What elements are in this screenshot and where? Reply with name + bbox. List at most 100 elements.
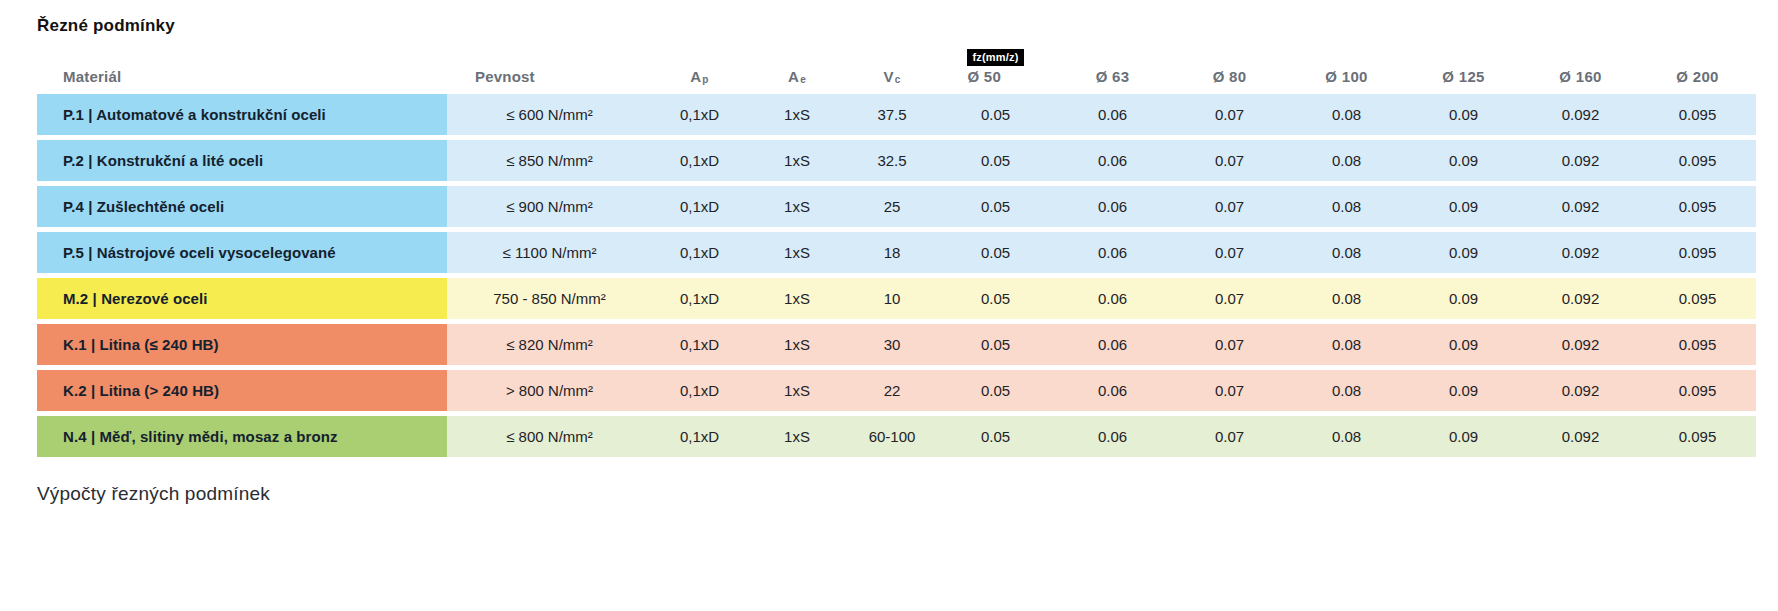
section-heading-calculations: Výpočty řezných podmínek xyxy=(37,483,1778,505)
pevnost-cell: ≤ 1100 N/mm² xyxy=(447,232,652,273)
cutting-conditions-table: Materiál Pevnost Ap Ae Vc fz(mm/z)Ø 50Ø … xyxy=(37,38,1756,457)
vc-cell: 37.5 xyxy=(847,94,937,135)
table-row: M.2 | Nerezové oceli750 - 850 N/mm²0,1xD… xyxy=(37,278,1756,319)
fz-cell: 0.06 xyxy=(1054,186,1171,227)
fz-cell: 0.06 xyxy=(1054,370,1171,411)
fz-cell: 0.05 xyxy=(937,186,1054,227)
material-cell: P.5 | Nástrojové oceli vysocelegované xyxy=(37,232,447,273)
fz-cell: 0.09 xyxy=(1405,416,1522,457)
fz-cell: 0.08 xyxy=(1288,186,1405,227)
col-header-ap: Ap xyxy=(652,68,747,85)
ae-cell: 1xS xyxy=(747,232,847,273)
ae-cell: 1xS xyxy=(747,416,847,457)
vc-cell: 60-100 xyxy=(847,416,937,457)
fz-cell: 0.06 xyxy=(1054,94,1171,135)
fz-cell: 0.092 xyxy=(1522,324,1639,365)
fz-cell: 0.095 xyxy=(1639,416,1756,457)
col-header-material: Materiál xyxy=(37,68,447,85)
fz-cell: 0.09 xyxy=(1405,186,1522,227)
fz-cell: 0.06 xyxy=(1054,278,1171,319)
ap-cell: 0,1xD xyxy=(652,140,747,181)
vc-cell: 10 xyxy=(847,278,937,319)
vc-label: V xyxy=(884,68,894,85)
fz-cell: 0.095 xyxy=(1639,370,1756,411)
col-header-ae: Ae xyxy=(747,68,847,85)
fz-cell: 0.095 xyxy=(1639,140,1756,181)
fz-cell: 0.07 xyxy=(1171,94,1288,135)
material-cell: P.1 | Automatové a konstrukční oceli xyxy=(37,94,447,135)
table-row: N.4 | Měď, slitiny mědi, mosaz a bronz≤ … xyxy=(37,416,1756,457)
table-body: P.1 | Automatové a konstrukční oceli≤ 60… xyxy=(37,94,1756,457)
material-cell: P.2 | Konstrukční a lité oceli xyxy=(37,140,447,181)
table-row: P.5 | Nástrojové oceli vysocelegované≤ 1… xyxy=(37,232,1756,273)
col-header-vc: Vc xyxy=(847,68,937,85)
col-header-diameter: Ø 100 xyxy=(1288,68,1405,85)
fz-cell: 0.05 xyxy=(937,94,1054,135)
col-header-diameter-label: Ø 63 xyxy=(1096,68,1130,85)
col-header-diameter: Ø 160 xyxy=(1522,68,1639,85)
fz-cell: 0.09 xyxy=(1405,278,1522,319)
ap-cell: 0,1xD xyxy=(652,370,747,411)
pevnost-cell: ≤ 600 N/mm² xyxy=(447,94,652,135)
fz-unit-badge: fz(mm/z) xyxy=(967,49,1023,66)
table-row: P.4 | Zušlechtěné oceli≤ 900 N/mm²0,1xD1… xyxy=(37,186,1756,227)
fz-cell: 0.07 xyxy=(1171,370,1288,411)
fz-cell: 0.05 xyxy=(937,370,1054,411)
fz-cell: 0.092 xyxy=(1522,186,1639,227)
fz-cell: 0.095 xyxy=(1639,186,1756,227)
fz-cell: 0.092 xyxy=(1522,370,1639,411)
ae-label: A xyxy=(788,68,799,85)
fz-cell: 0.09 xyxy=(1405,94,1522,135)
pevnost-cell: ≤ 850 N/mm² xyxy=(447,140,652,181)
fz-cell: 0.07 xyxy=(1171,416,1288,457)
fz-cell: 0.05 xyxy=(937,416,1054,457)
fz-cell: 0.05 xyxy=(937,140,1054,181)
fz-cell: 0.08 xyxy=(1288,232,1405,273)
fz-cell: 0.08 xyxy=(1288,278,1405,319)
col-header-diameter: Ø 80 xyxy=(1171,68,1288,85)
pevnost-cell: > 800 N/mm² xyxy=(447,370,652,411)
ap-label: A xyxy=(690,68,701,85)
fz-cell: 0.07 xyxy=(1171,278,1288,319)
col-header-diameter-label: Ø 200 xyxy=(1676,68,1718,85)
fz-cell: 0.06 xyxy=(1054,416,1171,457)
page-title: Řezné podmínky xyxy=(37,16,1756,36)
vc-cell: 25 xyxy=(847,186,937,227)
col-header-pevnost: Pevnost xyxy=(447,68,652,85)
col-header-diameter-label: Ø 125 xyxy=(1442,68,1484,85)
table-row: K.2 | Litina (> 240 HB)> 800 N/mm²0,1xD1… xyxy=(37,370,1756,411)
fz-cell: 0.08 xyxy=(1288,416,1405,457)
material-cell: P.4 | Zušlechtěné oceli xyxy=(37,186,447,227)
col-header-diameter: Ø 200 xyxy=(1639,68,1756,85)
col-header-diameter-label: Ø 160 xyxy=(1559,68,1601,85)
ae-cell: 1xS xyxy=(747,278,847,319)
ap-cell: 0,1xD xyxy=(652,186,747,227)
fz-cell: 0.095 xyxy=(1639,324,1756,365)
ap-subscript: p xyxy=(702,74,708,85)
fz-cell: 0.08 xyxy=(1288,370,1405,411)
fz-cell: 0.09 xyxy=(1405,324,1522,365)
table-row: P.2 | Konstrukční a lité oceli≤ 850 N/mm… xyxy=(37,140,1756,181)
fz-cell: 0.095 xyxy=(1639,278,1756,319)
fz-cell: 0.07 xyxy=(1171,324,1288,365)
fz-cell: 0.092 xyxy=(1522,94,1639,135)
fz-cell: 0.09 xyxy=(1405,370,1522,411)
table-row: P.1 | Automatové a konstrukční oceli≤ 60… xyxy=(37,94,1756,135)
fz-cell: 0.06 xyxy=(1054,324,1171,365)
fz-cell: 0.05 xyxy=(937,278,1054,319)
fz-cell: 0.095 xyxy=(1639,94,1756,135)
ap-cell: 0,1xD xyxy=(652,416,747,457)
vc-cell: 32.5 xyxy=(847,140,937,181)
table-row: K.1 | Litina (≤ 240 HB)≤ 820 N/mm²0,1xD1… xyxy=(37,324,1756,365)
material-cell: K.1 | Litina (≤ 240 HB) xyxy=(37,324,447,365)
pevnost-cell: ≤ 900 N/mm² xyxy=(447,186,652,227)
ap-cell: 0,1xD xyxy=(652,278,747,319)
col-header-diameter: Ø 63 xyxy=(1054,68,1171,85)
fz-cell: 0.08 xyxy=(1288,324,1405,365)
ae-cell: 1xS xyxy=(747,324,847,365)
ae-cell: 1xS xyxy=(747,370,847,411)
ap-cell: 0,1xD xyxy=(652,324,747,365)
pevnost-cell: 750 - 850 N/mm² xyxy=(447,278,652,319)
fz-cell: 0.09 xyxy=(1405,140,1522,181)
material-cell: M.2 | Nerezové oceli xyxy=(37,278,447,319)
